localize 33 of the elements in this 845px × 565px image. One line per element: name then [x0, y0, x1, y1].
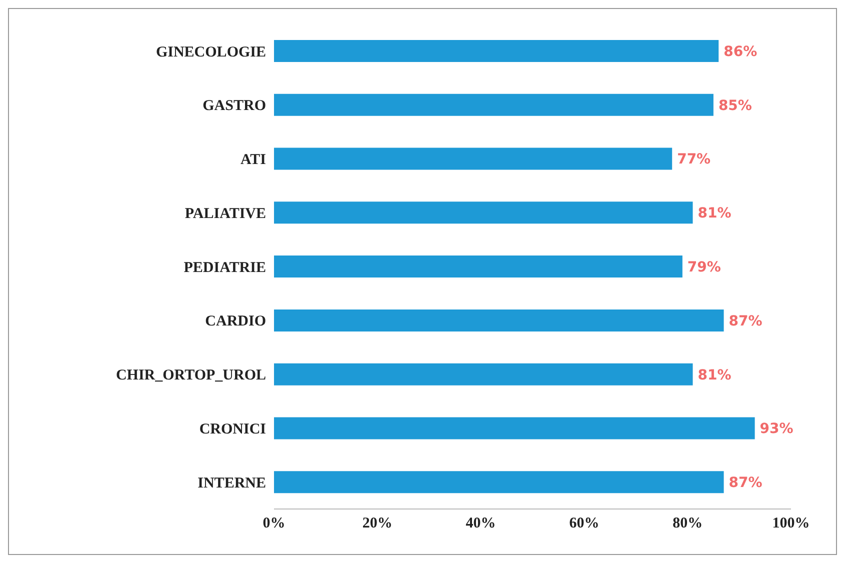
data-label: 87%	[728, 475, 762, 492]
x-tick-label: 60%	[569, 516, 600, 532]
data-label: 79%	[687, 260, 721, 276]
y-tick-label: GINECOLOGIE	[156, 44, 266, 60]
y-tick-label: CARDIO	[205, 314, 266, 330]
y-tick-label: ATI	[240, 152, 266, 168]
bar	[274, 148, 672, 170]
data-label: 81%	[698, 206, 732, 222]
bar	[274, 256, 682, 278]
y-tick-label: CRONICI	[199, 421, 266, 438]
y-tick-label: PEDIATRIE	[184, 260, 266, 276]
y-tick-label: PALIATIVE	[184, 206, 266, 222]
bar	[274, 309, 724, 332]
y-tick-label: CHIR_ORTOP_UROL	[116, 368, 266, 384]
x-tick-label: 100%	[772, 516, 810, 532]
bar	[274, 471, 724, 494]
x-tick-label: 80%	[672, 516, 703, 532]
bar	[274, 417, 755, 440]
x-tick-label: 40%	[466, 516, 496, 532]
bar	[274, 94, 714, 116]
data-label: 87%	[728, 313, 762, 330]
data-label: 77%	[677, 152, 711, 168]
bar	[274, 40, 719, 62]
data-label: 93%	[760, 421, 794, 438]
data-label: 85%	[718, 98, 752, 114]
data-label: 81%	[698, 367, 732, 384]
y-tick-label: GASTRO	[202, 98, 266, 114]
bar	[274, 363, 693, 386]
bar	[274, 202, 693, 224]
x-tick-label: 20%	[362, 516, 392, 532]
x-tick-label: 0%	[262, 516, 286, 532]
y-tick-label: INTERNE	[198, 475, 266, 492]
data-label: 86%	[724, 44, 758, 60]
